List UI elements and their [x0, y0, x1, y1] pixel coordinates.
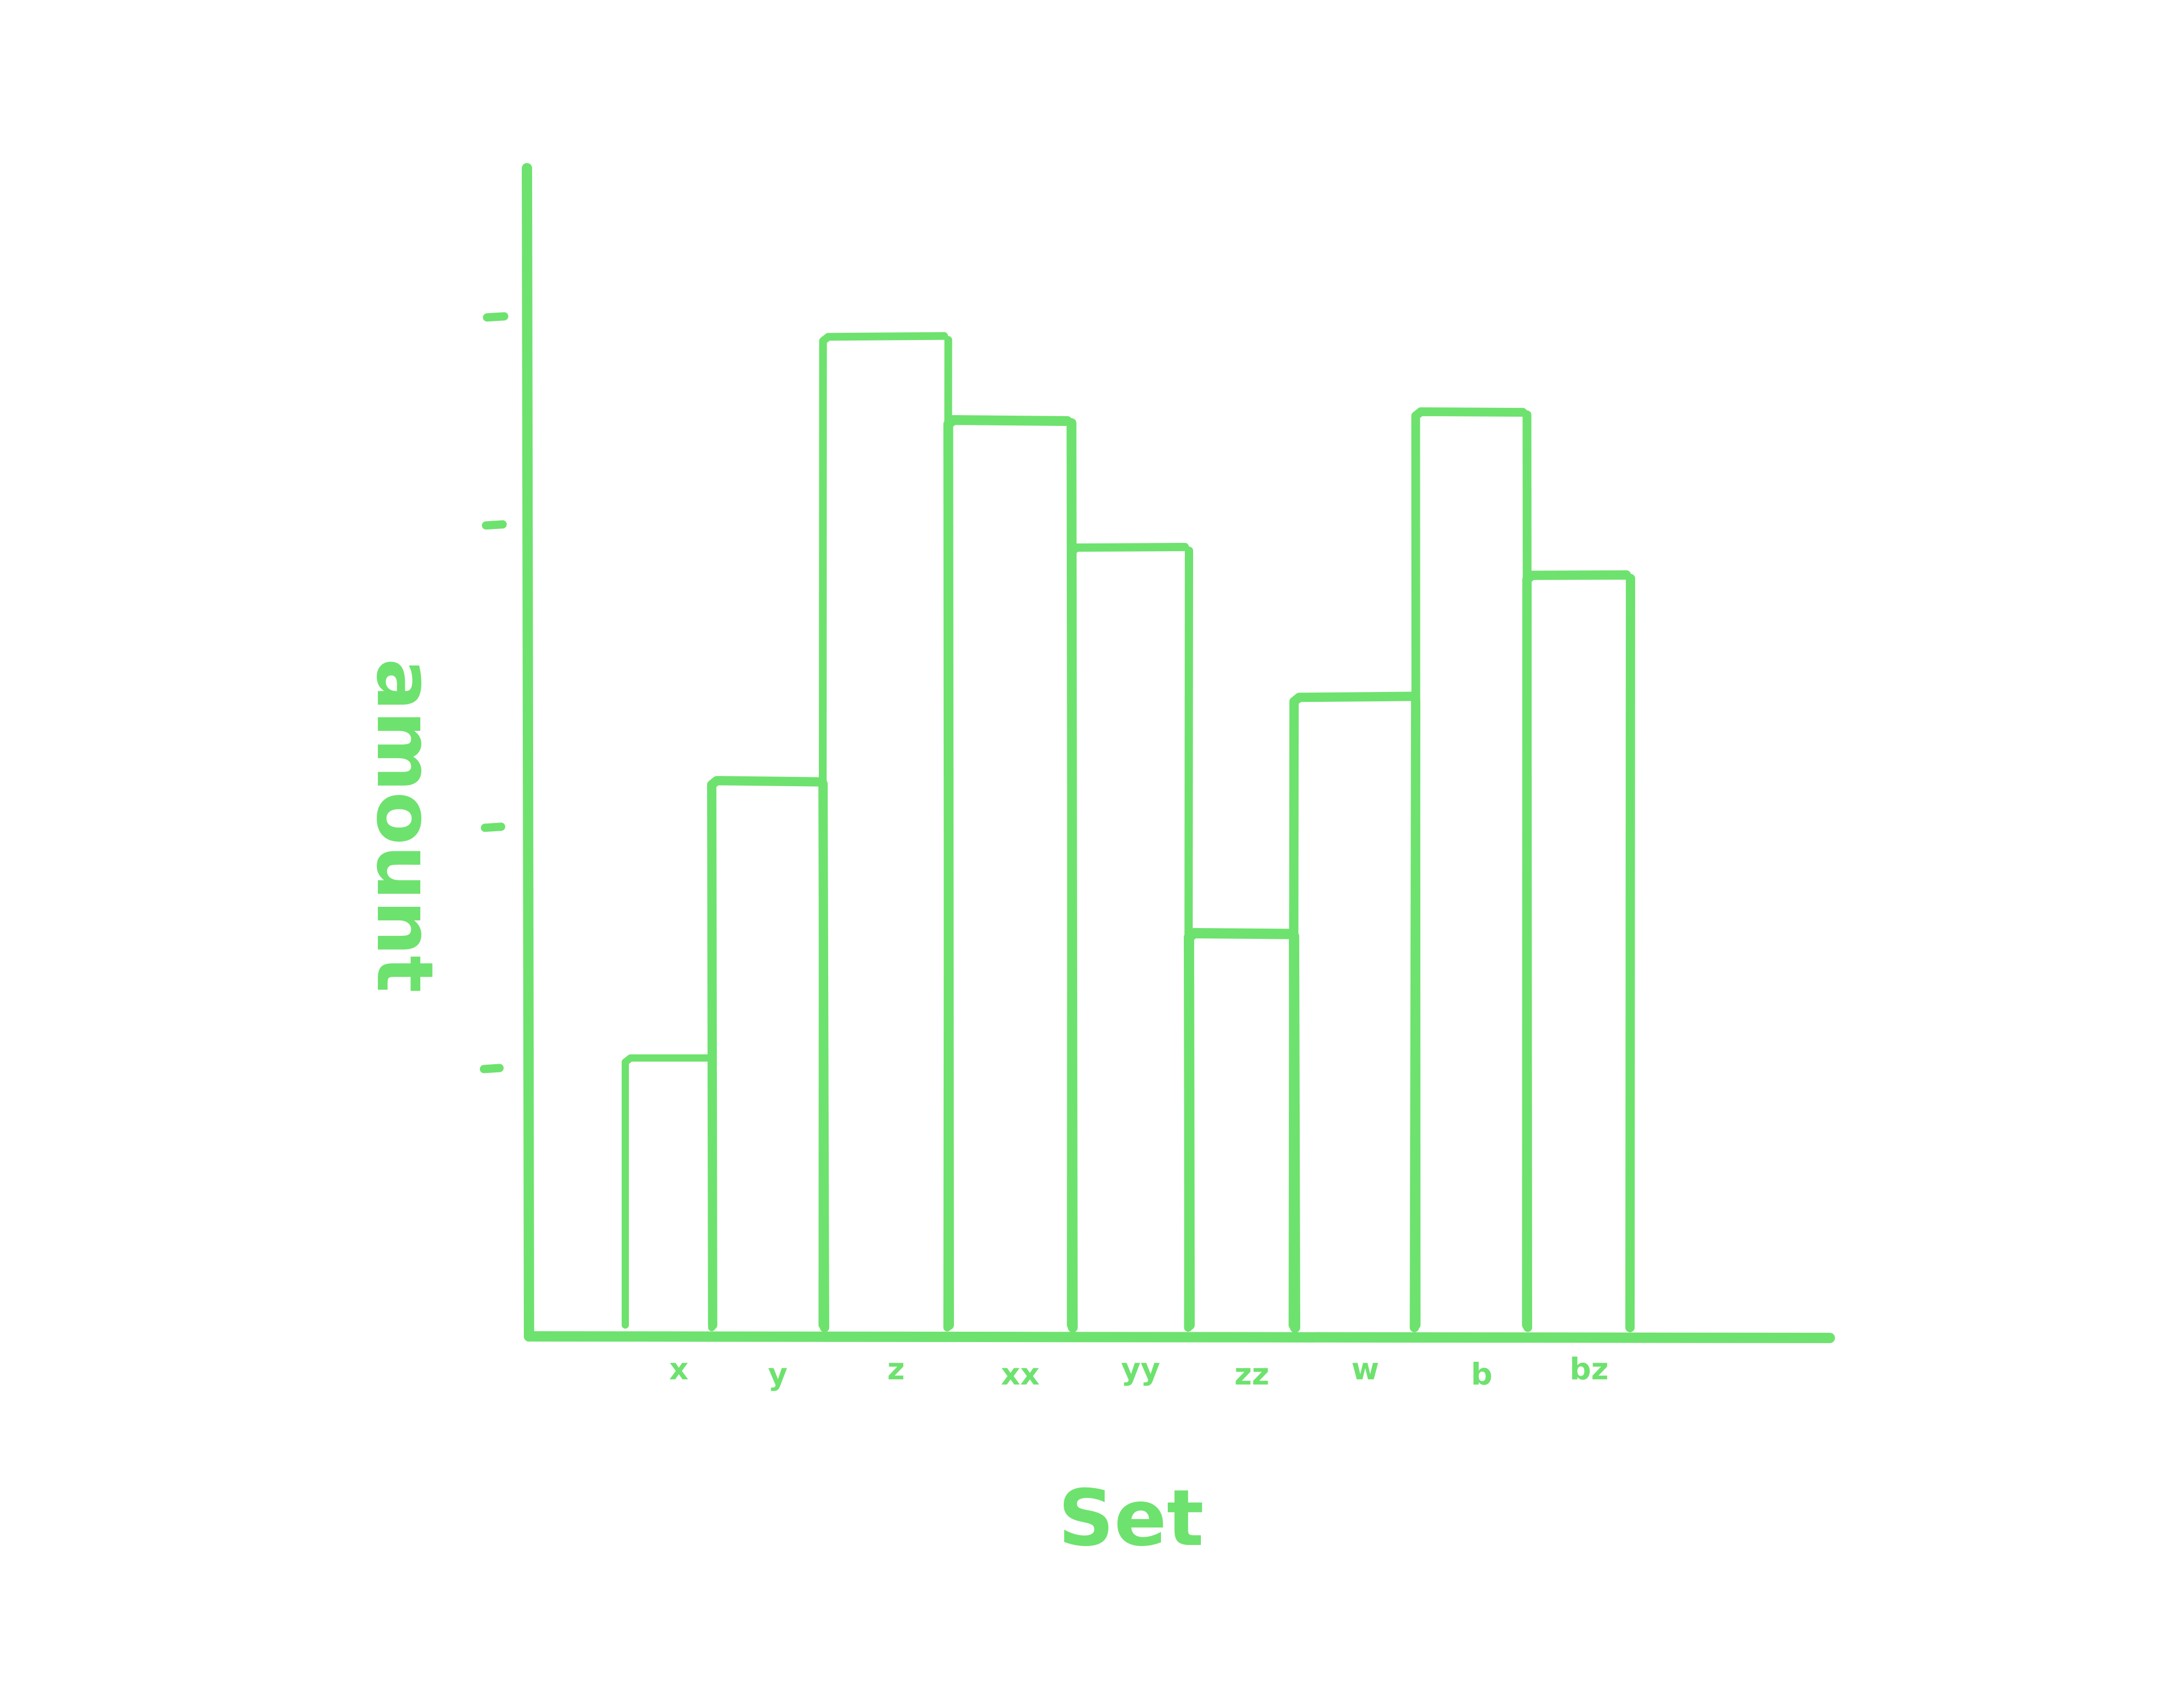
x-tick-label: zz — [1235, 1357, 1270, 1392]
y-axis-title: amount — [359, 658, 449, 993]
axes — [480, 163, 1835, 1343]
x-tick-label: yy — [1121, 1351, 1161, 1387]
y-tick-mark — [481, 822, 505, 832]
bar-w — [1288, 691, 1420, 1332]
bar-z — [818, 332, 952, 1332]
x-tick-label: x — [669, 1351, 688, 1387]
x-axis-line — [524, 1331, 1835, 1343]
bar-b — [1411, 407, 1532, 1332]
x-tick-label: b — [1471, 1357, 1493, 1392]
x-tick-label: y — [768, 1357, 788, 1392]
y-axis-line — [522, 163, 534, 1342]
x-tick-labels: x y z xx yy zz w b bz — [669, 1351, 1609, 1392]
y-ticks — [480, 312, 508, 1073]
x-tick-label: z — [887, 1351, 905, 1387]
x-tick-label: w — [1352, 1351, 1379, 1387]
x-tick-label: xx — [1001, 1357, 1040, 1392]
bar-bz — [1522, 570, 1635, 1332]
x-tick-label: bz — [1569, 1351, 1608, 1387]
bars — [622, 332, 1635, 1333]
y-tick-mark — [480, 1064, 504, 1073]
x-axis-title: Set — [1058, 1474, 1203, 1564]
bar-x — [622, 1054, 715, 1331]
y-tick-mark — [482, 520, 507, 530]
bar-zz — [1184, 927, 1300, 1333]
y-tick-mark — [483, 312, 508, 322]
bar-yy — [1067, 542, 1193, 1332]
bar-xx — [943, 415, 1078, 1333]
bar-y — [707, 776, 829, 1332]
